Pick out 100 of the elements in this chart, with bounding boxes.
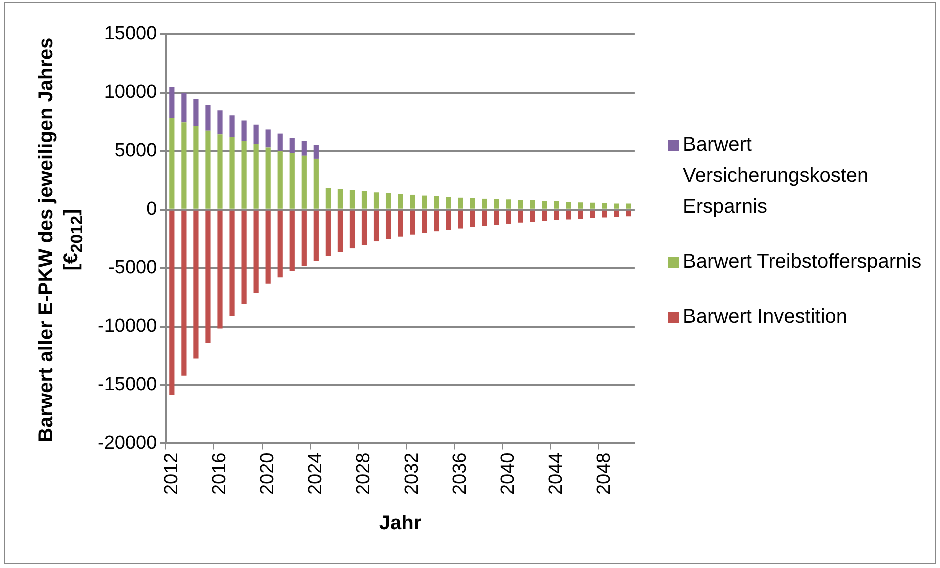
y-tick-label: 10000 [104,82,158,104]
bar [350,210,356,249]
bar [194,126,199,209]
bar [542,201,548,209]
bar [602,203,608,209]
bar [278,151,283,209]
legend-label: Barwert Treibstoffersparnis [683,250,922,275]
bar [602,210,608,218]
bar [542,210,548,222]
bar [254,144,259,209]
bar [302,141,307,156]
bar [254,210,259,294]
bar [494,210,500,226]
bar [182,122,187,209]
bar [170,210,175,396]
bar [554,210,560,220]
bar [506,200,512,209]
bar [194,210,199,359]
bar [398,194,404,209]
bar [554,202,560,209]
bar [254,124,259,144]
bar [182,93,187,123]
bar [314,210,319,262]
bar [422,210,428,234]
bar [434,196,440,209]
bar [218,210,223,329]
y-tick-label: -20000 [98,432,158,454]
y-tick-label: 5000 [114,140,158,162]
bar [362,210,368,246]
bar [494,199,500,209]
x-tick-label: 2044 [546,452,568,496]
y-tick-label: -15000 [98,374,158,396]
legend-label: Barwert Investition [683,305,848,330]
bar [482,198,488,209]
bar [566,210,572,220]
bar [506,210,512,224]
bar [218,110,223,135]
bar [170,118,175,209]
bar [446,210,452,230]
bar [626,210,632,217]
x-tick-label: 2016 [209,452,230,496]
bar [470,210,476,228]
bar [362,191,368,209]
bar [518,210,524,223]
bar [422,196,428,209]
bar [446,197,452,209]
bar [230,116,235,138]
bar [266,130,271,148]
bar [290,153,295,209]
y-tick-label: 0 [146,199,158,220]
x-tick-label: 2032 [402,452,423,496]
bar [290,210,295,272]
bar [278,134,283,152]
y-tick-label: 15000 [104,24,158,45]
bar [242,141,247,209]
x-tick-label: 2024 [306,452,327,496]
bar [242,210,247,304]
bar [614,204,620,209]
bar [530,200,536,209]
bar [386,193,392,209]
bar [578,210,584,220]
bar [326,188,331,209]
bar [458,210,464,229]
legend-label: Barwert Versicherungskosten Ersparnis [683,133,870,220]
bar [410,194,416,209]
bar [326,210,331,256]
bar [530,210,536,222]
bar [242,120,247,142]
x-axis-title: Jahr [379,512,422,535]
bar [182,210,187,376]
bar [626,204,632,209]
x-tick-label: 2048 [594,452,616,496]
bar [350,190,356,209]
bar [302,210,307,266]
bar [482,210,488,226]
bar [614,210,620,218]
x-tick-label: 2020 [258,452,279,496]
bar [278,210,283,278]
bar [374,210,380,242]
y-tick-label: -10000 [98,316,158,338]
bar [206,210,211,344]
x-tick-label: 2012 [161,452,182,496]
bar [194,99,199,126]
bar [302,156,307,209]
bar [578,202,584,209]
bar [266,148,271,209]
x-tick-label: 2040 [498,452,519,496]
bar [410,210,416,235]
bar [206,105,211,131]
y-tick-label: -5000 [108,258,158,279]
bar [218,134,223,209]
bar [290,138,295,154]
bar [230,138,235,209]
bar [230,210,235,316]
bar [386,210,392,240]
bar [566,202,572,209]
bar [458,198,464,209]
x-tick-label: 2036 [450,452,471,496]
bar [374,192,380,209]
bar [266,210,271,284]
